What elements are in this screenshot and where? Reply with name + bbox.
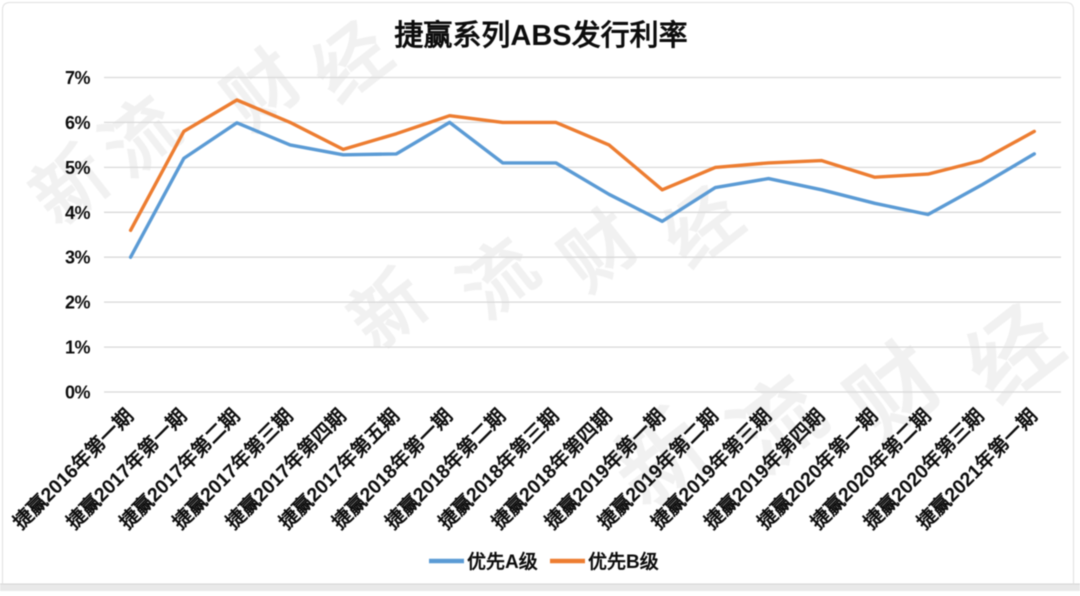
svg-text:7%: 7% — [65, 68, 91, 88]
svg-text:4%: 4% — [65, 203, 91, 223]
svg-text:2%: 2% — [65, 293, 91, 313]
svg-text:5%: 5% — [65, 158, 91, 178]
svg-text:6%: 6% — [65, 113, 91, 133]
svg-text:0%: 0% — [65, 383, 91, 403]
svg-text:捷赢系列ABS发行利率: 捷赢系列ABS发行利率 — [394, 18, 687, 52]
svg-text:优先B级: 优先B级 — [588, 550, 659, 573]
svg-text:1%: 1% — [65, 338, 91, 358]
svg-text:3%: 3% — [65, 248, 91, 268]
svg-text:优先A级: 优先A级 — [467, 550, 538, 573]
